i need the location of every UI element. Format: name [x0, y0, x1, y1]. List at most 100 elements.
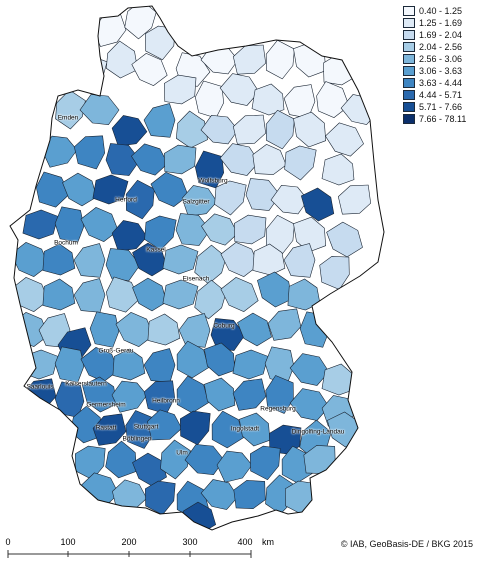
district-region — [233, 480, 266, 510]
district-region — [326, 221, 363, 258]
districts — [10, 6, 379, 530]
scale-tick-label: 400 — [237, 537, 253, 547]
district-region — [289, 388, 330, 421]
legend-label: 2.04 - 2.56 — [419, 42, 463, 52]
legend-item: 3.06 - 3.63 — [403, 65, 479, 77]
district-region — [54, 206, 85, 243]
scale-bar-line — [7, 550, 252, 558]
district-region — [55, 89, 86, 130]
district-region — [162, 244, 199, 275]
district-region — [22, 209, 59, 240]
legend-item: 4.44 - 5.71 — [403, 89, 479, 101]
district-region — [293, 41, 327, 78]
legend-label: 5.71 - 7.66 — [419, 102, 463, 112]
district-region — [41, 135, 78, 168]
district-region — [316, 81, 350, 118]
district-region — [105, 40, 138, 79]
scale-bar: 0 100 200 300 400 km — [0, 537, 300, 565]
district-region — [238, 412, 271, 447]
city-label-kassel: Kassel — [146, 246, 166, 254]
district-region — [150, 172, 189, 207]
legend-item: 2.56 - 3.06 — [403, 53, 479, 65]
district-region — [89, 311, 120, 348]
city-label-coburg: Coburg — [213, 322, 235, 330]
district-region — [73, 135, 106, 170]
legend-swatch — [403, 42, 415, 52]
district-region — [92, 12, 127, 47]
legend-swatch — [403, 18, 415, 28]
district-region — [62, 172, 97, 207]
legend-swatch — [403, 6, 415, 16]
legend-item: 1.25 - 1.69 — [403, 17, 479, 29]
district-region — [111, 220, 148, 252]
city-label-kaiserslautern: Kaiserslautern — [65, 380, 107, 388]
city-label-emden: Emden — [57, 114, 79, 122]
legend: 0.40 - 1.25 1.25 - 1.69 1.69 - 2.04 2.04… — [403, 5, 479, 125]
legend-item: 5.71 - 7.66 — [403, 101, 479, 113]
legend-swatch — [403, 102, 415, 112]
district-region — [287, 278, 321, 311]
legend-item: 7.66 - 78.11 — [403, 113, 479, 125]
district-region — [337, 184, 372, 215]
district-region — [249, 445, 281, 481]
district-region — [115, 312, 154, 347]
district-region — [179, 410, 211, 446]
legend-swatch — [403, 114, 415, 124]
legend-swatch — [403, 78, 415, 88]
city-label-bochum: Bochum — [54, 239, 78, 247]
district-region — [143, 103, 176, 138]
district-region — [257, 271, 293, 308]
district-region — [178, 313, 211, 348]
legend-label: 1.69 - 2.04 — [419, 30, 463, 40]
city-label-rastatt: Rastatt — [95, 424, 117, 432]
district-region — [265, 109, 295, 150]
city-label-regensburg: Regensburg — [260, 405, 296, 413]
city-label-stuttgart: Stuttgart — [133, 423, 159, 431]
district-region — [147, 313, 181, 346]
district-region — [162, 279, 199, 310]
scale-tick-label: 300 — [182, 537, 198, 547]
district-region — [176, 340, 209, 379]
district-region — [105, 143, 141, 176]
district-region — [175, 213, 211, 246]
city-label-heilbronn: Heilbronn — [152, 397, 180, 405]
district-region — [163, 74, 197, 105]
district-region — [220, 242, 259, 277]
district-region — [300, 187, 335, 222]
district-region — [132, 242, 167, 277]
district-region — [200, 479, 239, 510]
district-region — [232, 44, 267, 75]
district-region — [184, 444, 225, 476]
district-region — [160, 439, 191, 480]
district-region — [147, 409, 183, 441]
district-region — [325, 122, 364, 157]
district-region — [265, 375, 294, 414]
city-label-saarlouis: Saarlouis — [26, 383, 54, 391]
city-label-boeblingen: Böblingen — [122, 435, 152, 443]
scale-unit: km — [262, 537, 274, 547]
district-region — [143, 348, 176, 383]
district-region — [105, 276, 140, 313]
district-region — [270, 184, 309, 215]
legend-label: 0.40 - 1.25 — [419, 6, 463, 16]
legend-swatch — [403, 30, 415, 40]
district-region — [112, 348, 146, 381]
district-region — [237, 312, 272, 347]
district-region — [42, 243, 76, 276]
legend-label: 3.06 - 3.63 — [419, 66, 463, 76]
district-region — [200, 114, 239, 145]
district-region — [42, 278, 76, 311]
scale-tick-label: 100 — [60, 537, 76, 547]
legend-item: 1.69 - 2.04 — [403, 29, 479, 41]
district-region — [92, 413, 127, 446]
legend-label: 1.25 - 1.69 — [419, 18, 463, 28]
city-label-ulm: Ulm — [176, 449, 188, 457]
district-region — [220, 277, 259, 312]
district-region — [111, 380, 148, 413]
legend-item: 2.04 - 2.56 — [403, 41, 479, 53]
district-region — [232, 349, 269, 380]
legend-item: 0.40 - 1.25 — [403, 5, 479, 17]
district-region — [321, 153, 355, 186]
district-region — [245, 178, 281, 211]
